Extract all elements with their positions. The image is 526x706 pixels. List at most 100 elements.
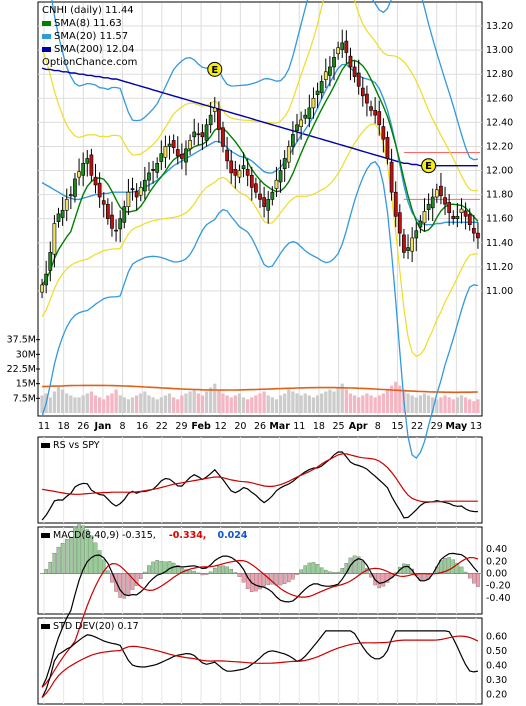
macd-histogram-bar [151, 561, 155, 574]
price-tick-label: 13.00 [486, 45, 513, 56]
x-tick-label: 15 [391, 421, 403, 432]
candle-body [254, 183, 258, 193]
volume-bar [291, 391, 295, 413]
stddev-tick-label: 0.50 [486, 646, 507, 657]
candle-body [467, 214, 472, 226]
volume-bar [102, 399, 106, 413]
volume-tick-label: 15M [16, 379, 36, 390]
candle-body [278, 170, 283, 183]
macd-tick-label: -0.40 [486, 593, 511, 604]
volume-bar [459, 395, 464, 413]
volume-bar [365, 393, 369, 413]
price-tick-label: 11.80 [486, 190, 513, 201]
macd-histogram-bar [282, 573, 287, 584]
macd-histogram-bar [89, 535, 94, 574]
candle-body [402, 234, 406, 253]
volume-bar [332, 391, 336, 413]
volume-bar [192, 389, 196, 413]
candle-body [56, 213, 61, 222]
volume-tick-label: 30M [16, 349, 36, 360]
volume-bar [65, 393, 69, 413]
macd-histogram-bar [323, 569, 328, 574]
volume-tick-label: 37.5M [7, 335, 36, 346]
volume-bar [143, 391, 147, 413]
candle-body [414, 230, 419, 239]
legend-label-sma200: SMA(200) 12.04 [54, 44, 135, 55]
volume-bar [159, 397, 163, 413]
candle-body [134, 191, 139, 198]
volume-bar [270, 397, 274, 413]
rs-title-text: RS vs SPY [53, 440, 100, 451]
candle-body [60, 209, 65, 218]
subpanel-lines [40, 451, 482, 699]
volume-bar [233, 395, 237, 413]
macd-histogram-bar [217, 566, 221, 574]
macd-histogram-bar [422, 573, 427, 581]
earnings-marker [207, 61, 223, 77]
volume-bar [324, 391, 328, 413]
candle-body [373, 110, 378, 116]
volume-bar [155, 399, 159, 413]
rs-average-line [41, 453, 478, 503]
candle-body [476, 232, 480, 239]
volume-bar [299, 395, 303, 413]
macd-histogram-bar [143, 571, 147, 574]
volume-bar [122, 397, 126, 413]
x-tick-label: May [445, 421, 468, 432]
volume-bar [357, 397, 361, 413]
volume-bar [455, 397, 460, 413]
x-tick-label: 22 [156, 421, 168, 432]
volume-bar [196, 393, 200, 413]
volume-bar [176, 399, 180, 413]
candle-body [451, 215, 456, 219]
candle-body [52, 223, 57, 255]
macd-histogram-bar [118, 573, 122, 598]
volume-bar [254, 395, 258, 413]
volume-bar [295, 393, 299, 413]
macd-histogram-bar [476, 573, 480, 587]
candle-body [192, 131, 197, 138]
candle-body [319, 81, 324, 94]
volume-bar [369, 395, 373, 413]
price-tick-label: 12.80 [486, 69, 513, 80]
candle-body [105, 203, 110, 219]
candle-body [393, 191, 398, 217]
macd-title-swatch [41, 533, 50, 538]
candle-body [291, 134, 295, 147]
candle-body [365, 93, 369, 104]
macd-histogram-bar [455, 563, 460, 574]
volume-bar [406, 393, 410, 413]
volume-bar [377, 395, 381, 413]
volume-bar [373, 397, 377, 413]
volume-bar [328, 389, 332, 413]
candle-body [258, 193, 262, 200]
macd-histogram-bar [60, 543, 65, 574]
sma8-line [41, 59, 479, 286]
macd-title-text: MACD(8,40,9) -0.315, [53, 530, 156, 541]
candle-body [381, 126, 386, 140]
volume-bar [435, 399, 439, 413]
candle-body [439, 185, 443, 197]
macd-histogram-bar [274, 573, 279, 586]
x-tick-label: Jan [94, 421, 112, 432]
earnings-markers: EE [207, 61, 437, 174]
volume-bar [85, 393, 89, 413]
candle-body [110, 214, 114, 229]
volume-bar [262, 391, 266, 413]
macd-value-signal: -0.334, [168, 530, 207, 541]
macd-histogram-bar [48, 561, 53, 574]
macd-histogram-bar [459, 566, 464, 574]
volume-bar [40, 395, 44, 413]
stddev-title-swatch [41, 624, 50, 629]
candle-body [233, 169, 238, 176]
volume-bar [77, 397, 81, 413]
candle-body [118, 218, 123, 230]
volume-bar [97, 397, 102, 413]
volume-bar [394, 381, 398, 413]
candle-body [245, 169, 250, 176]
x-tick-label: 26 [254, 421, 266, 432]
volume-bar [217, 389, 221, 413]
candle-body [471, 228, 476, 234]
candle-body [64, 199, 69, 211]
macd-histogram-bar [180, 568, 184, 574]
